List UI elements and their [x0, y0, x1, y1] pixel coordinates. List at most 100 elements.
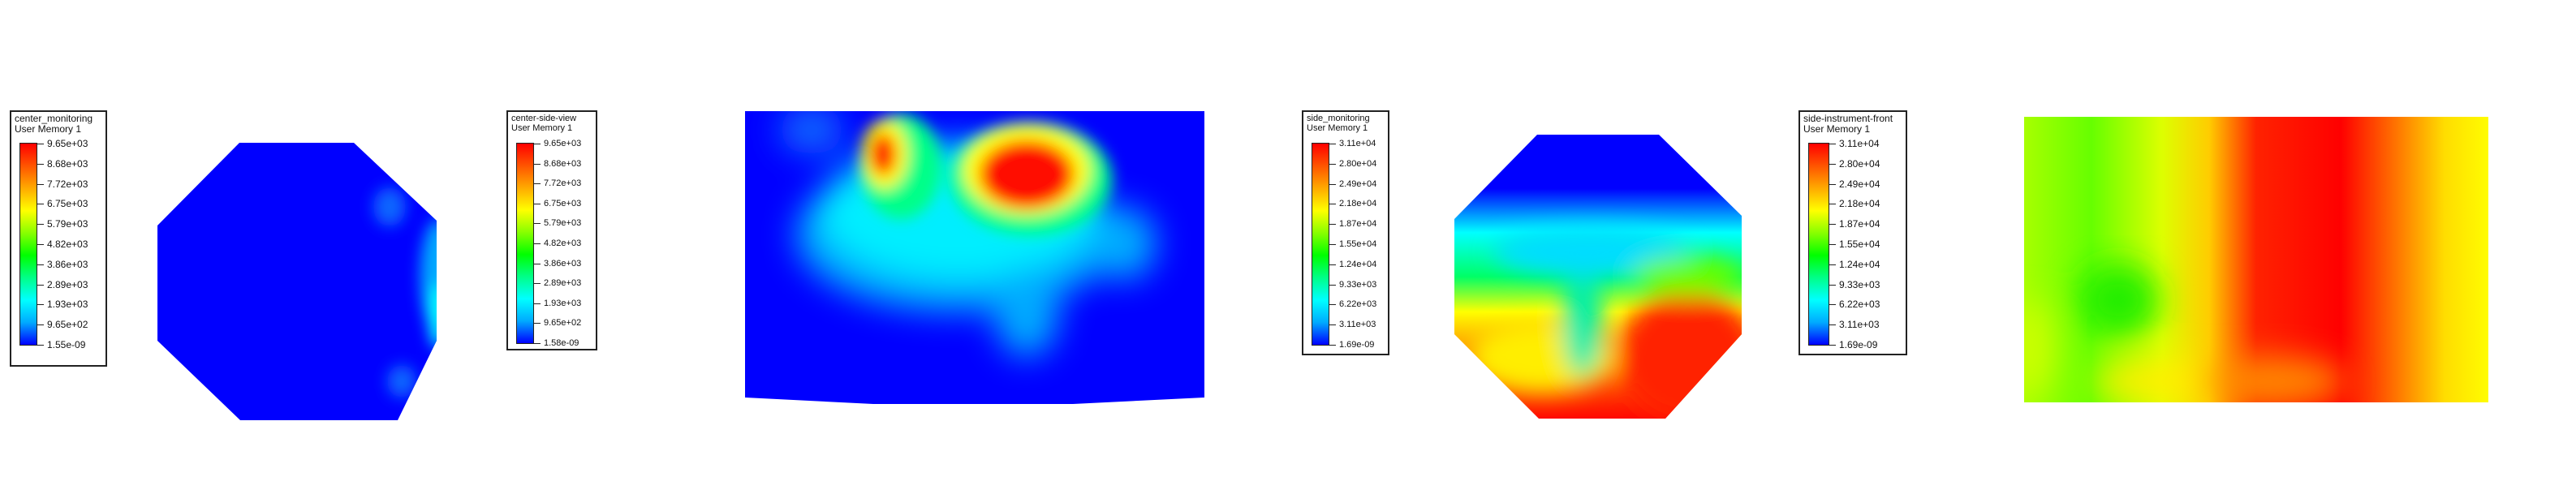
legend-side-monitoring: side_monitoring User Memory 1 3.11e+04 2.… — [1302, 110, 1389, 355]
field-hotspot — [980, 140, 1074, 208]
colorbar-tick-mark — [1829, 163, 1836, 165]
colorbar-tick-mark — [37, 324, 44, 326]
colorbar-tick-label: 3.11e+04 — [1839, 138, 1880, 149]
field-region — [1092, 207, 1157, 280]
colorbar-tick-label: 2.80e+04 — [1839, 157, 1880, 170]
colorbar-tick-mark — [37, 244, 44, 245]
legend-subtitle: User Memory 1 — [1307, 123, 1368, 133]
colorbar-tick-label: 9.65e+02 — [544, 318, 582, 329]
colorbar-tick-mark — [534, 323, 541, 324]
legend-subtitle: User Memory 1 — [15, 123, 82, 135]
colorbar-tick-label: 4.82e+03 — [544, 238, 582, 248]
colorbar-tick-label: 1.87e+04 — [1339, 219, 1377, 230]
heatmap-center-side-view — [745, 111, 1204, 404]
colorbar-tick-mark — [37, 163, 44, 165]
field-hotspot — [420, 219, 437, 333]
colorbar-tick-mark — [1829, 324, 1836, 326]
colorbar-tick-label: 7.72e+03 — [47, 178, 88, 190]
legend-center-side-view: center-side-view User Memory 1 9.65e+03 8… — [506, 110, 597, 350]
colorbar-tick-mark — [37, 284, 44, 286]
colorbar-tick-mark — [1829, 183, 1836, 185]
field-base — [2024, 117, 2488, 402]
colorbar-tick-label: 3.11e+04 — [1339, 139, 1376, 148]
colorbar-tick-label: 9.65e+02 — [47, 319, 88, 331]
colorbar-tick-label: 2.89e+03 — [47, 278, 88, 290]
heatmap-center-monitoring — [157, 143, 437, 420]
field-hotspot — [387, 365, 416, 398]
colorbar-tick-label: 1.69e-09 — [1839, 339, 1878, 350]
colorbar-tick-mark — [1329, 304, 1336, 306]
field-hotspot — [429, 284, 437, 349]
field-region — [779, 111, 844, 154]
colorbar-tick-mark — [37, 224, 44, 226]
field-hotspot — [373, 187, 406, 226]
colorbar-tick-mark — [1329, 183, 1336, 185]
colorbar-tick-label: 2.49e+04 — [1339, 178, 1377, 189]
colorbar-tick-label: 1.93e+03 — [544, 298, 582, 308]
colorbar-tick-label: 2.18e+04 — [1839, 198, 1880, 210]
colorbar-tick-mark — [534, 243, 541, 244]
colorbar-tick-mark — [1829, 284, 1836, 286]
legend-title: side_monitoring — [1307, 114, 1370, 123]
colorbar-tick-label: 1.58e-09 — [544, 338, 579, 348]
colorbar-tick-mark — [1829, 244, 1836, 245]
field-region — [2199, 357, 2346, 402]
colorbar-tick-label: 6.22e+03 — [1839, 299, 1880, 311]
colorbar-tick-mark — [1829, 304, 1836, 306]
colorbar-tick-label: 9.33e+03 — [1839, 278, 1880, 290]
colorbar-tick-label: 6.75e+03 — [544, 198, 582, 208]
colorbar-tick-mark — [1829, 345, 1836, 346]
colorbar-tick-label: 5.79e+03 — [47, 218, 88, 230]
legend-title: center_monitoring — [15, 113, 93, 124]
colorbar-tick-mark — [534, 183, 541, 185]
colorbar-tick-mark — [1329, 244, 1336, 245]
legend-title: side-instrument-front — [1803, 113, 1893, 124]
colorbar-tick-label: 5.79e+03 — [544, 218, 582, 229]
colorbar-tick-label: 9.65e+03 — [47, 138, 88, 149]
legend-center-monitoring: center_monitoring User Memory 1 9.65e+03… — [10, 110, 107, 367]
legend-title: center-side-view — [511, 114, 577, 123]
colorbar-tick-mark — [534, 163, 541, 165]
heatmap-side-instrument-front — [2024, 117, 2488, 402]
colorbar-tick-label: 3.86e+03 — [544, 258, 582, 269]
field-hotspot — [870, 133, 896, 175]
colorbar-tick-label: 1.24e+04 — [1839, 258, 1880, 270]
colorbar-tick-mark — [1329, 224, 1336, 226]
colorbar — [1312, 143, 1329, 346]
heatmap-side-monitoring — [1454, 135, 1742, 419]
colorbar-tick-label: 9.33e+03 — [1339, 279, 1377, 290]
field-region — [1631, 256, 1742, 296]
colorbar-tick-mark — [37, 183, 44, 185]
colorbar-tick-mark — [534, 223, 541, 225]
legend-subtitle: User Memory 1 — [1803, 123, 1871, 135]
colorbar-tick-label: 1.87e+04 — [1839, 218, 1880, 230]
colorbar — [516, 143, 534, 344]
colorbar-tick-label: 6.75e+03 — [47, 198, 88, 210]
colorbar-tick-label: 2.80e+04 — [1339, 158, 1377, 169]
colorbar-tick-mark — [534, 303, 541, 304]
colorbar-tick-label: 3.86e+03 — [47, 258, 88, 270]
colorbar-tick-label: 1.24e+04 — [1339, 259, 1377, 269]
colorbar-tick-mark — [1829, 224, 1836, 226]
colorbar-tick-mark — [1829, 264, 1836, 265]
colorbar-tick-mark — [37, 304, 44, 306]
colorbar-tick-label: 2.89e+03 — [544, 278, 582, 289]
colorbar-tick-mark — [534, 343, 541, 344]
colorbar — [19, 143, 37, 346]
colorbar-tick-label: 1.55e-09 — [47, 339, 86, 350]
colorbar-tick-mark — [534, 283, 541, 285]
colorbar-tick-label: 3.11e+03 — [1839, 319, 1880, 331]
colorbar-tick-label: 3.11e+03 — [1339, 320, 1376, 330]
legend-subtitle: User Memory 1 — [511, 123, 573, 133]
legend-side-instrument-front: side-instrument-front User Memory 1 3.11… — [1798, 110, 1907, 355]
field-region — [994, 268, 1059, 357]
colorbar-tick-label: 7.72e+03 — [544, 178, 582, 189]
colorbar-tick-mark — [1329, 163, 1336, 165]
field-region — [1562, 264, 1603, 377]
colorbar-tick-label: 9.65e+03 — [544, 139, 582, 148]
colorbar-tick-label: 4.82e+03 — [47, 238, 88, 250]
field-region — [1619, 292, 1742, 419]
colorbar — [1808, 143, 1829, 346]
colorbar-tick-mark — [37, 264, 44, 265]
colorbar-tick-label: 1.55e+04 — [1339, 239, 1377, 249]
